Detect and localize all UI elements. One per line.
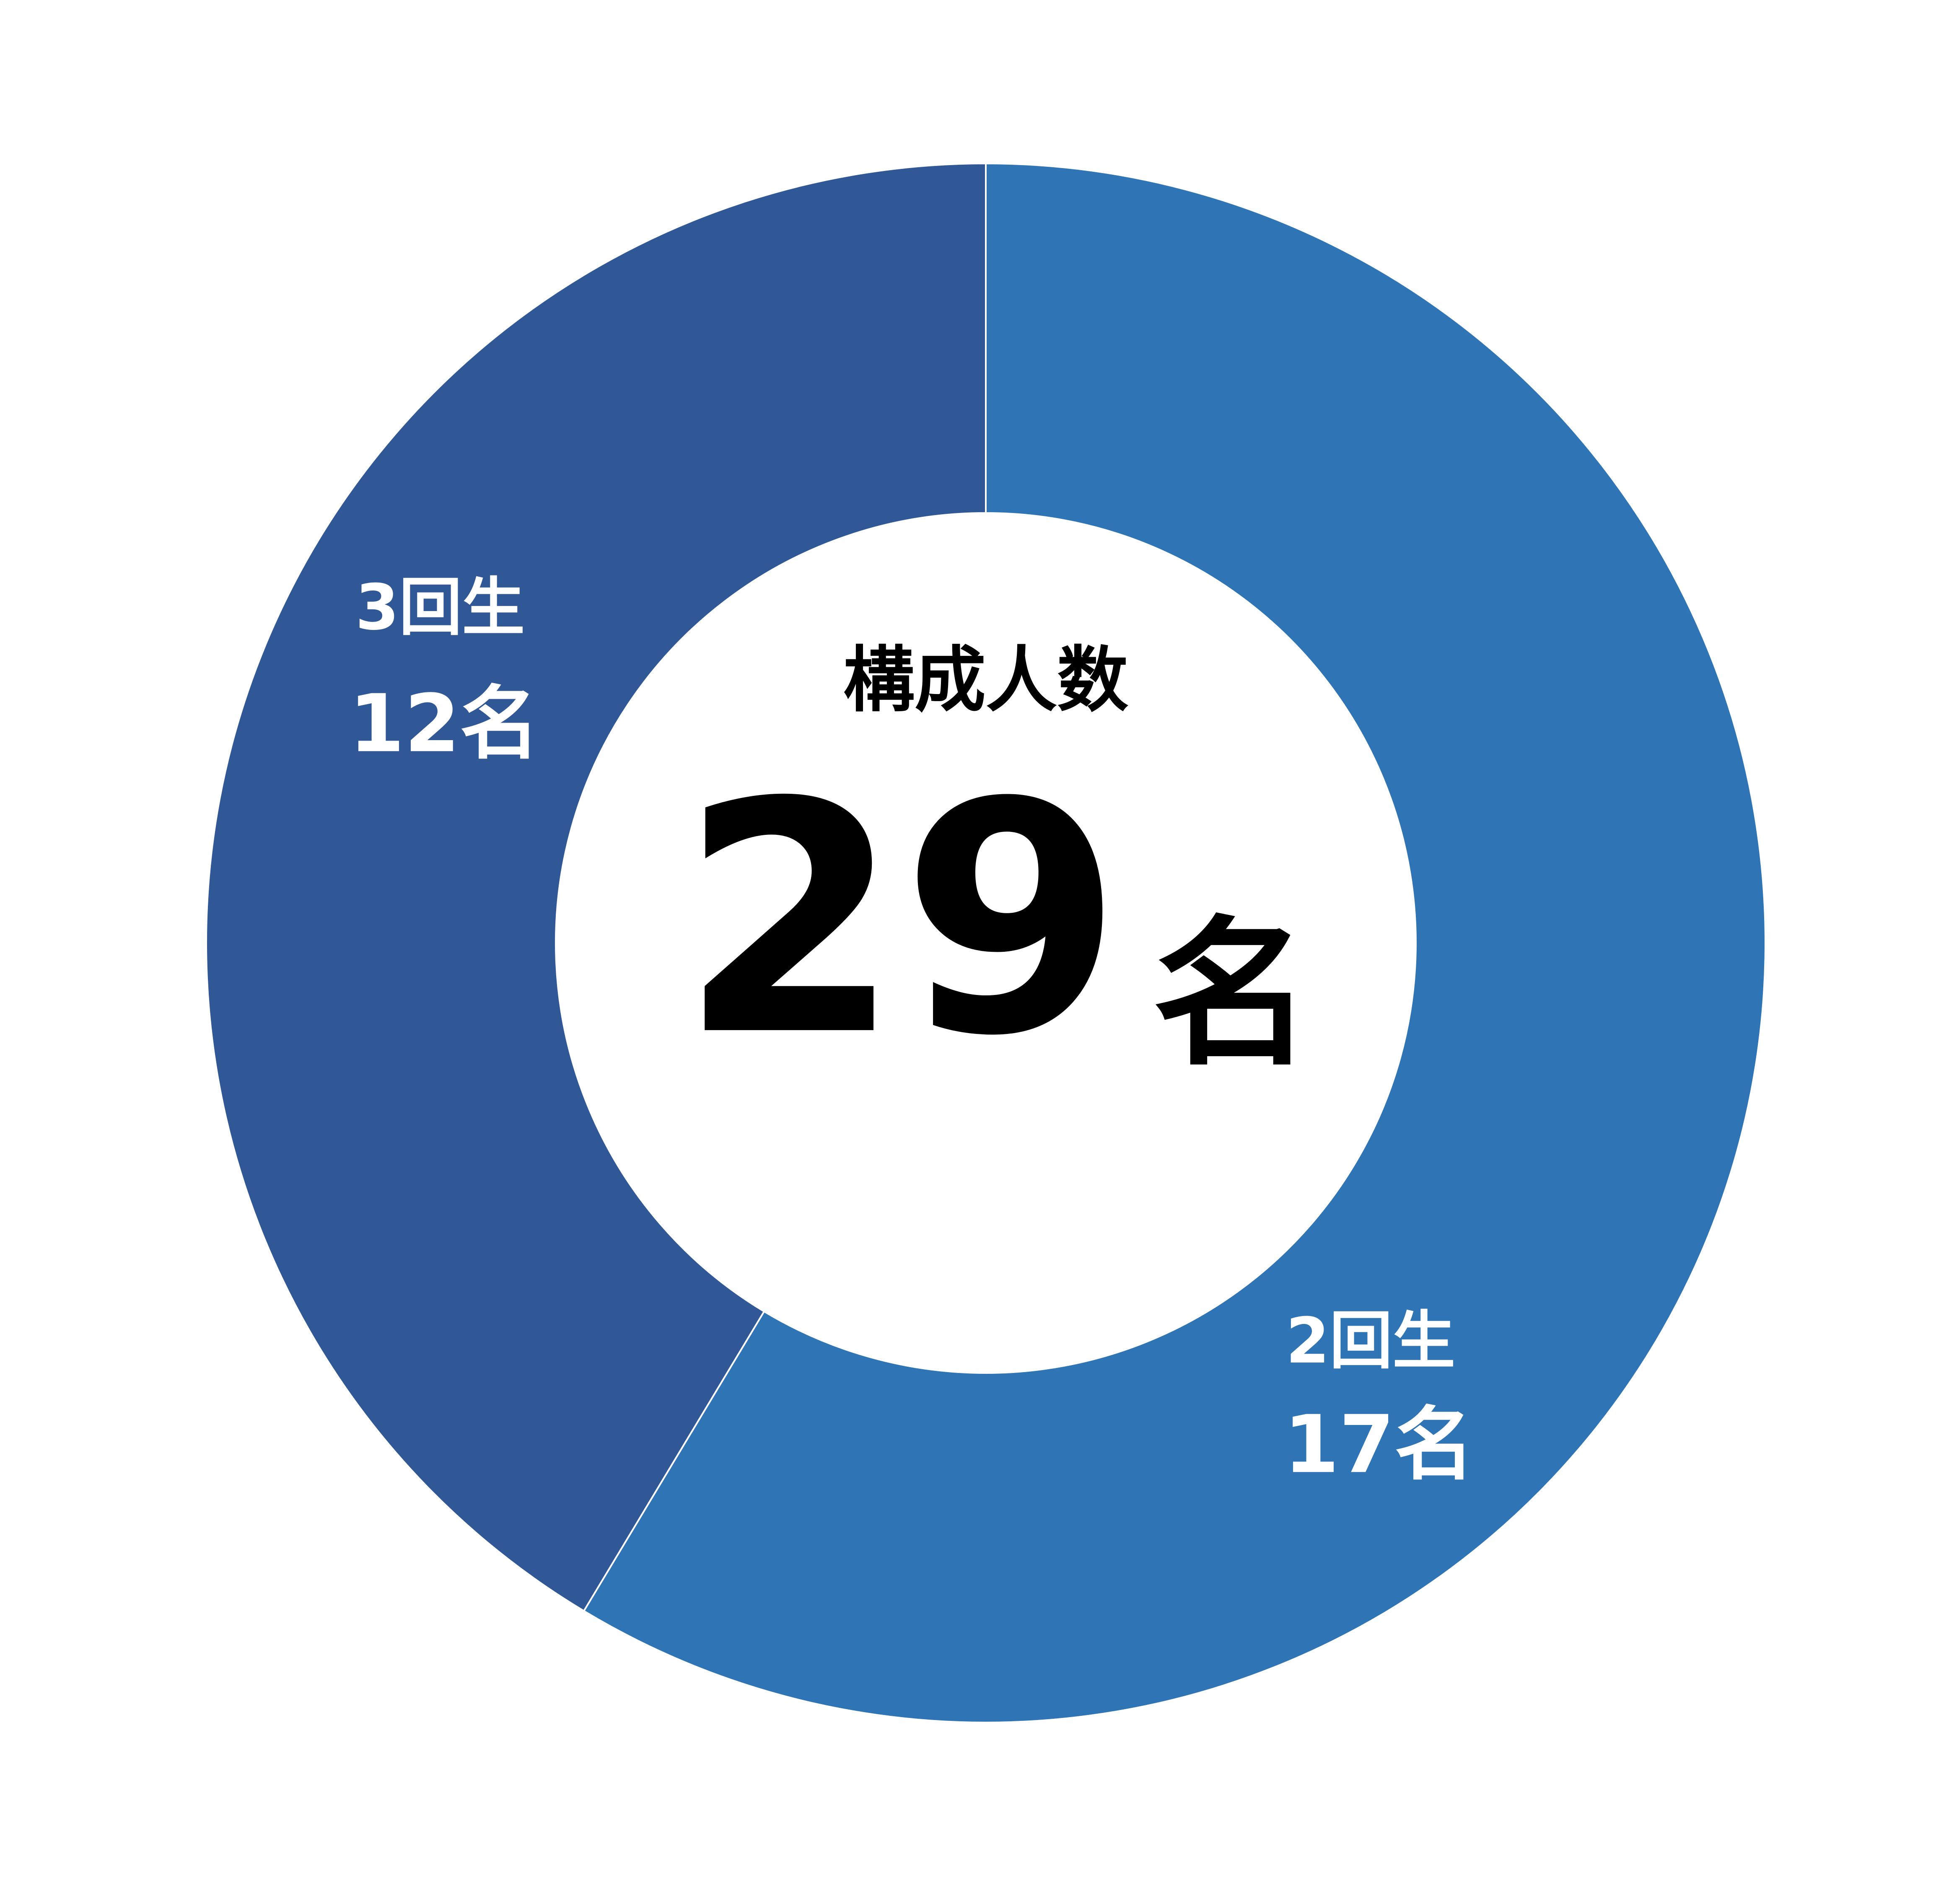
center-title: 構成人数 [843,639,1128,722]
slice [583,162,1766,1723]
slice-name: 2回生 [1286,1305,1455,1378]
slice-value-label: 12名 [349,677,539,770]
slice [205,162,987,1612]
slice-name: 3回生 [355,571,525,644]
slice-value-label: 17名 [1284,1398,1474,1491]
total-unit: 名 [1153,901,1312,1087]
total: 29 [679,735,1123,1106]
slices [205,162,1766,1723]
